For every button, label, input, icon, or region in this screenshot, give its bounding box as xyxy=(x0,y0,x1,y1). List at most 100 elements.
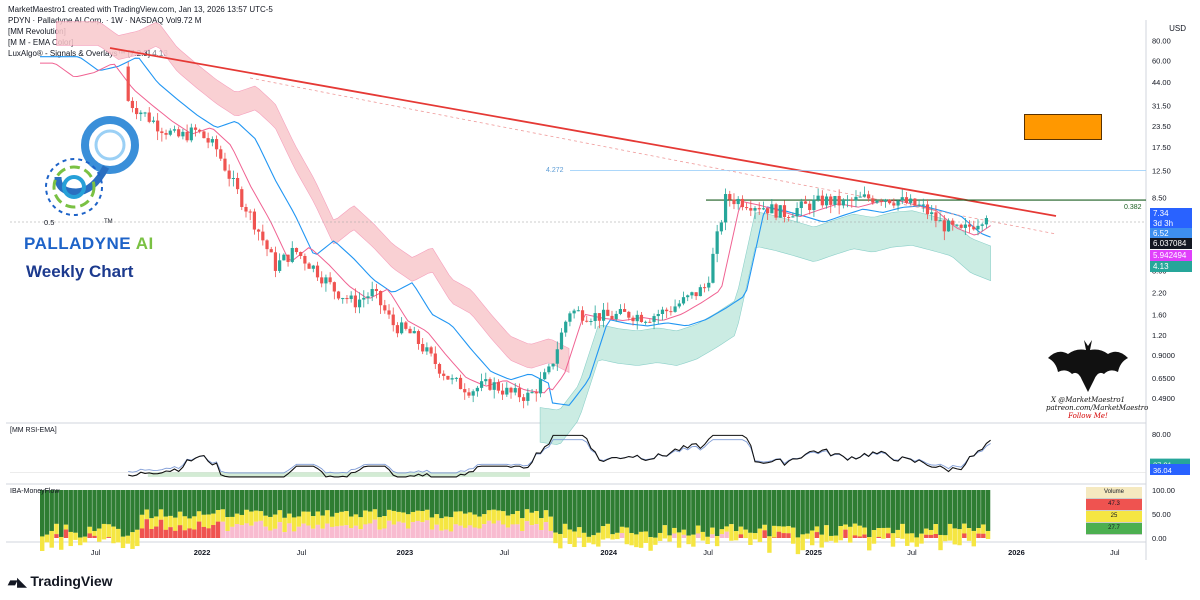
money-bar-red xyxy=(577,537,582,538)
symbol-line[interactable]: PDYN · Palladyne AI Corp. · 1W · NASDAQ … xyxy=(8,16,202,25)
money-bar-yellow xyxy=(125,535,130,544)
money-bar-yellow xyxy=(757,528,763,543)
candle-body xyxy=(189,127,193,141)
money-bar-yellow xyxy=(558,533,563,549)
money-bar-red xyxy=(429,529,435,538)
candle-body xyxy=(311,265,315,269)
money-bar-green xyxy=(486,490,492,511)
money-bar-green xyxy=(943,490,948,536)
money-bar-green xyxy=(382,490,387,517)
candle-body xyxy=(235,177,240,190)
candle-body xyxy=(686,295,690,298)
money-bar-green xyxy=(738,490,744,527)
money-bar-yellow xyxy=(962,523,967,534)
money-bar-green xyxy=(472,490,477,515)
candle-body xyxy=(404,322,408,329)
price-axis-tick: 1.20 xyxy=(1152,331,1167,340)
money-bar-yellow xyxy=(520,518,525,532)
money-bar-red xyxy=(486,520,492,538)
candle-body xyxy=(509,387,513,393)
candle-body xyxy=(980,224,984,226)
money-bar-red xyxy=(548,530,553,538)
money-bar-red xyxy=(320,528,325,538)
money-bar-red xyxy=(386,520,392,538)
currency-label[interactable]: USD xyxy=(1169,24,1186,33)
candle-body xyxy=(526,392,530,401)
money-bar-green xyxy=(244,490,249,510)
money-bar-green xyxy=(776,490,782,527)
candle-body xyxy=(547,366,551,373)
tradingview-logo[interactable]: ▰◣ TradingView xyxy=(8,573,113,589)
indicator-ema-color[interactable]: [M M - EMA Color] xyxy=(8,38,74,47)
money-bar-green xyxy=(424,490,430,510)
candle-body xyxy=(320,277,324,284)
money-bar-red xyxy=(277,522,283,538)
money-bar-yellow xyxy=(82,536,88,543)
money-bar-green xyxy=(505,490,511,516)
money-bar-green xyxy=(714,490,720,537)
money-bar-green xyxy=(867,490,872,538)
time-axis-tick: 2022 xyxy=(194,548,211,557)
candle-body xyxy=(900,197,904,201)
money-bar-green xyxy=(325,490,330,511)
moneyflow-panel-label[interactable]: IBA-MoneyFlow xyxy=(10,488,60,495)
candle-body xyxy=(130,100,135,109)
target-zone-box xyxy=(1024,114,1102,140)
money-bar-yellow xyxy=(272,514,278,529)
candle-body xyxy=(303,255,307,264)
signature-line1: X @MarketMaestro1 xyxy=(1051,396,1125,404)
money-bar-yellow xyxy=(676,532,682,548)
money-bar-green xyxy=(824,490,829,526)
money-bar-green xyxy=(329,490,335,517)
money-bar-red xyxy=(467,525,473,538)
candle-body xyxy=(412,331,416,334)
money-bar-green xyxy=(405,490,411,515)
candle-body xyxy=(261,231,265,241)
money-bar-yellow xyxy=(87,526,92,534)
money-bar-green xyxy=(310,490,316,517)
money-bar-yellow xyxy=(287,513,292,524)
money-bar-yellow xyxy=(40,536,45,551)
money-bar-green xyxy=(334,490,340,513)
money-bar-yellow xyxy=(382,515,387,529)
rsi-panel-label[interactable]: [MM RSI-EMA] xyxy=(10,427,57,434)
money-bar-yellow xyxy=(900,523,905,539)
money-bar-red xyxy=(296,526,302,538)
money-bar-yellow xyxy=(957,529,962,546)
candle-body xyxy=(433,353,437,365)
money-bar-yellow xyxy=(710,527,715,535)
candle-body xyxy=(244,206,248,212)
candle-body xyxy=(475,387,479,392)
money-bar-red xyxy=(206,528,211,538)
money-bar-green xyxy=(367,490,373,512)
money-bar-yellow xyxy=(524,509,530,522)
money-bar-green xyxy=(230,490,235,517)
money-bar-green xyxy=(177,490,183,512)
money-bar-yellow xyxy=(624,527,630,545)
money-bar-green xyxy=(857,490,862,526)
money-bar-green xyxy=(610,490,615,535)
money-bar-green xyxy=(206,490,211,515)
candle-body xyxy=(614,313,618,320)
candle-body xyxy=(471,391,475,396)
candle-body xyxy=(286,254,290,262)
candle-body xyxy=(757,208,761,210)
money-bar-red xyxy=(158,519,164,538)
logo-tm: TM xyxy=(104,219,113,225)
money-bar-yellow xyxy=(828,535,834,541)
indicator-mm-revolution[interactable]: [MM Revolution] xyxy=(8,27,66,36)
money-bar-yellow xyxy=(947,523,953,541)
money-bar-green xyxy=(277,490,283,511)
indicator-luxalgo[interactable]: LuxAlgo® - Signals & Overlays™ [7.2.3] 4… xyxy=(8,48,273,59)
candle-body xyxy=(294,247,299,253)
money-bar-green xyxy=(386,490,392,510)
money-bar-yellow xyxy=(743,529,748,539)
candle-body xyxy=(349,295,353,299)
candle-body xyxy=(858,196,862,198)
money-bar-yellow xyxy=(439,518,444,531)
candle-body xyxy=(219,149,223,159)
candle-body xyxy=(257,229,261,232)
money-bar-yellow xyxy=(933,524,938,535)
money-bar-green xyxy=(463,490,468,514)
